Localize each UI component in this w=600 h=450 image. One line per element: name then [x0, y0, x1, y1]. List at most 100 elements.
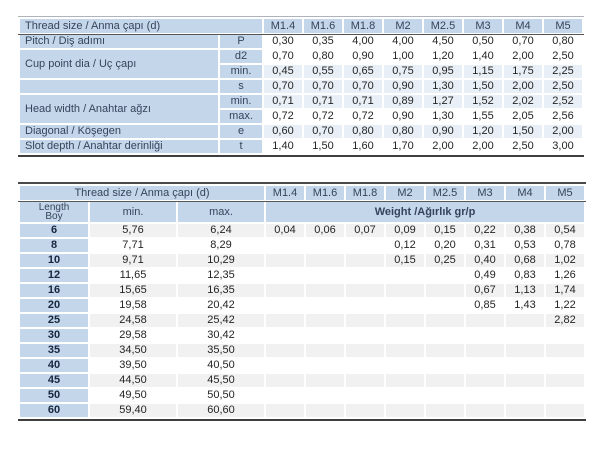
length-cell: 25 — [20, 314, 88, 327]
spec-value-cell: 0,72 — [312, 110, 334, 122]
weight-value-cell: 1,02 — [546, 254, 585, 267]
spec-row-subcode: min. — [220, 65, 262, 78]
weight-value-cell: 1,43 — [514, 299, 536, 311]
spec-value-cell: 1,70 — [392, 140, 414, 152]
spec-value-cell: 0,71 — [304, 95, 342, 108]
spec-value-cell: 0,95 — [424, 65, 462, 78]
max-value-cell: 8,29 — [210, 239, 232, 251]
weight-value-cell — [506, 374, 545, 387]
weight-value-cell — [306, 299, 344, 312]
spec-row-subcode: s — [220, 80, 262, 93]
spec-value-cell: 1,20 — [464, 125, 502, 138]
length-table-header: Thread size / Anma çapı (d) — [20, 186, 265, 200]
weight-value-cell — [306, 254, 345, 267]
weight-value-cell — [346, 284, 385, 297]
max-value-cell: 25,42 — [178, 314, 265, 327]
spec-value-cell: 0,80 — [344, 125, 382, 138]
spec-value-cell: 1,20 — [432, 50, 454, 62]
max-value-cell: 35,50 — [178, 344, 265, 357]
weight-value-cell — [306, 344, 345, 357]
length-table-row: 20 19,58 20,42 0,85 1,43 1,22 — [20, 299, 584, 312]
length-table-row: 35 34,50 35,50 — [20, 344, 585, 357]
weight-value-cell — [386, 314, 425, 327]
weight-value-cell: 0,53 — [514, 239, 536, 251]
spec-value-cell: 1,52 — [464, 95, 502, 108]
spec-corner-header: Thread size / Anma çapı (d) — [20, 19, 262, 33]
weight-value-cell — [466, 389, 504, 402]
spec-value-cell: 2,00 — [512, 50, 534, 62]
weight-value-cell — [466, 344, 505, 357]
weight-value-cell — [266, 314, 305, 327]
min-value-cell: 7,71 — [122, 239, 144, 251]
weight-value-cell: 0,40 — [466, 254, 505, 267]
weight-value-cell — [266, 239, 304, 252]
length-cell: 16 — [20, 284, 88, 297]
spec-value-cell: 4,00 — [392, 35, 414, 47]
weight-value-cell — [506, 344, 545, 357]
size-column-header: M1.6 — [304, 19, 342, 33]
length-table-row: 40 39,50 40,50 — [20, 359, 584, 372]
spec-value-cell: 0,70 — [512, 35, 534, 47]
weight-value-cell — [266, 359, 304, 372]
weight-value-cell — [546, 359, 584, 372]
spec-value-cell: 0,75 — [384, 65, 422, 78]
weight-value-cell — [466, 359, 504, 372]
spec-value-cell: 0,65 — [344, 65, 382, 78]
weight-value-cell — [306, 329, 344, 342]
spec-value-cell: 1,40 — [272, 140, 294, 152]
weight-value-cell — [266, 344, 305, 357]
spec-value-cell: 2,50 — [552, 50, 574, 62]
weight-value-cell — [306, 389, 344, 402]
weight-value-cell — [346, 269, 384, 282]
length-cell: 35 — [20, 344, 88, 357]
weight-value-cell: 0,15 — [426, 224, 465, 237]
weight-value-cell — [386, 284, 425, 297]
spec-value-cell: 2,50 — [512, 140, 534, 152]
length-header-row-1: Thread size / Anma çapı (d) M1.4 M1.6 M1.8 M… — [20, 186, 585, 200]
spec-row-label: Cup point dia / Uç çapı — [20, 50, 218, 78]
weight-value-cell: 0,20 — [434, 239, 456, 251]
spec-value-cell: 0,60 — [264, 125, 302, 138]
length-table-row: 12 11,65 12,35 0,49 0,83 1,26 — [20, 269, 584, 282]
min-value-cell: 59,40 — [90, 404, 176, 417]
spec-table-row: min. 0,45 0,55 0,65 0,75 0,95 1,15 1,75 2,25 — [20, 65, 582, 78]
weight-value-cell: 1,26 — [554, 269, 576, 281]
spec-value-cell: 0,89 — [384, 95, 422, 108]
weight-value-cell: 1,13 — [506, 284, 545, 297]
weight-value-cell — [386, 374, 425, 387]
length-table-row: 25 24,58 25,42 2,82 — [20, 314, 585, 327]
spec-value-cell: 0,72 — [272, 110, 294, 122]
weight-value-cell — [306, 269, 344, 282]
spec-row-label: Diagonal / Köşegen — [20, 125, 218, 138]
dimensions-table: Thread size / Anma çapı (d) M1.4 M1.6 M1.8 M… — [18, 17, 584, 155]
size-column-header: M5 — [546, 186, 585, 200]
weight-value-cell: 0,31 — [474, 239, 496, 251]
spec-value-cell: 2,00 — [504, 80, 542, 93]
length-weight-table-container: Thread size / Anma çapı (d) M1.4 M1.6 M1.8 M… — [18, 182, 586, 421]
length-cell: 30 — [20, 329, 88, 342]
spec-value-cell: 0,70 — [344, 80, 382, 93]
spec-table-row: Diagonal / Köşegen e 0,60 0,70 0,80 0,80 0,90 1… — [20, 125, 582, 138]
length-label-tr: Boy — [45, 211, 63, 222]
length-table-row: 50 49,50 50,50 — [20, 389, 584, 402]
spec-value-cell: 0,45 — [264, 65, 302, 78]
weight-value-cell: 0,07 — [346, 224, 385, 237]
weight-value-cell: 0,78 — [554, 239, 576, 251]
weight-value-cell — [426, 314, 465, 327]
spec-value-cell: 2,56 — [552, 110, 574, 122]
spec-value-cell: 0,70 — [304, 125, 342, 138]
weight-value-cell: 1,22 — [554, 299, 576, 311]
length-header-row-2: Length Boy min. max. Weight /Ağırlık gr/p — [20, 202, 585, 222]
size-column-header: M2 — [384, 19, 422, 33]
spec-value-cell: 3,00 — [552, 140, 574, 152]
spec-value-cell: 2,50 — [544, 80, 582, 93]
max-value-cell: 30,42 — [207, 329, 235, 341]
size-column-header: M1.8 — [346, 186, 385, 200]
min-value-cell: 44,50 — [90, 374, 176, 387]
weight-value-cell — [426, 284, 465, 297]
length-table-row: 16 15,65 16,35 0,67 1,13 1,74 — [20, 284, 585, 297]
spec-header-row: Thread size / Anma çapı (d) M1.4 M1.6 M1.8 M… — [20, 19, 582, 33]
weight-value-cell — [546, 374, 585, 387]
spec-row-subcode: P — [220, 35, 262, 48]
length-cell: 6 — [20, 224, 88, 237]
